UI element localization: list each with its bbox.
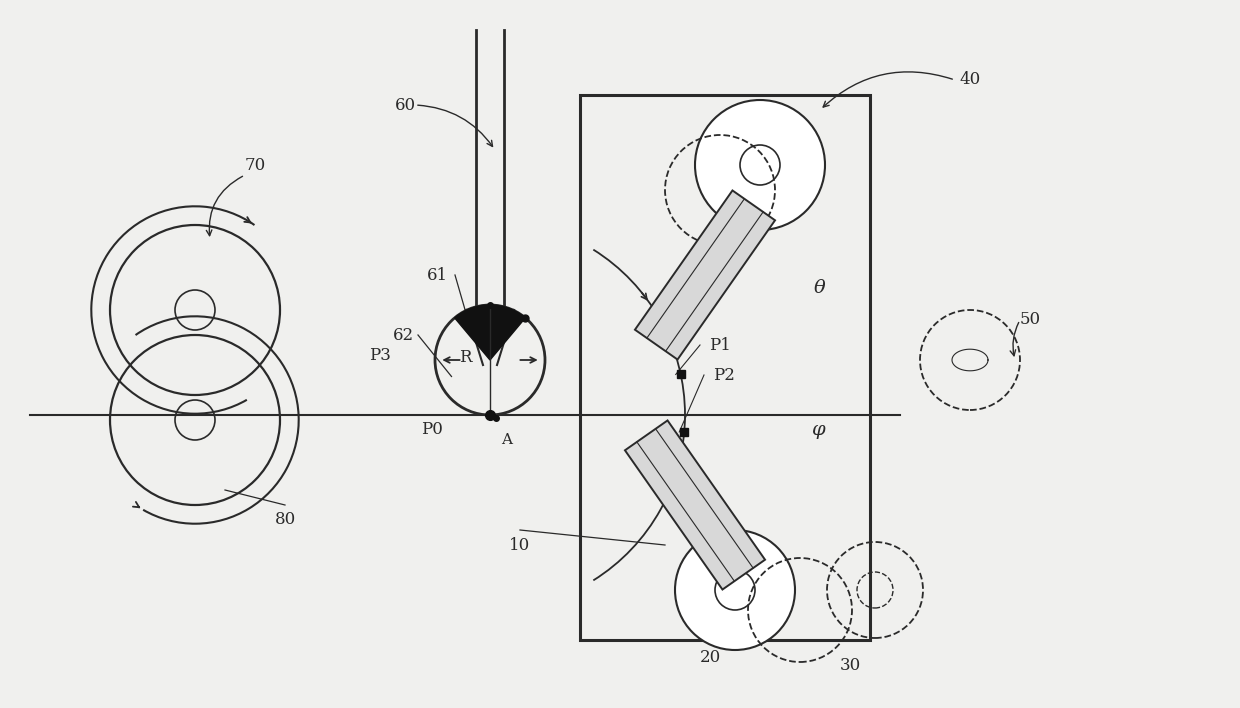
- Polygon shape: [625, 421, 765, 590]
- Circle shape: [675, 530, 795, 650]
- Text: 20: 20: [699, 649, 720, 666]
- Text: 60: 60: [394, 96, 415, 113]
- Text: φ: φ: [811, 421, 825, 439]
- Bar: [580, 95, 870, 640]
- Circle shape: [694, 100, 825, 230]
- Text: A: A: [501, 433, 512, 447]
- Text: R: R: [459, 350, 471, 367]
- Text: P1: P1: [709, 336, 730, 353]
- Text: 62: 62: [392, 326, 414, 343]
- Text: 50: 50: [1019, 312, 1040, 329]
- Text: 61: 61: [427, 266, 448, 283]
- Text: 80: 80: [274, 511, 295, 528]
- Text: P0: P0: [422, 421, 443, 438]
- Text: 10: 10: [510, 537, 531, 554]
- Polygon shape: [455, 305, 526, 360]
- Polygon shape: [635, 190, 775, 360]
- Text: 40: 40: [960, 72, 981, 88]
- Text: P2: P2: [713, 367, 735, 384]
- Text: 70: 70: [244, 156, 265, 173]
- Text: P3: P3: [370, 346, 391, 363]
- Text: θ: θ: [815, 279, 826, 297]
- Text: 30: 30: [839, 656, 861, 673]
